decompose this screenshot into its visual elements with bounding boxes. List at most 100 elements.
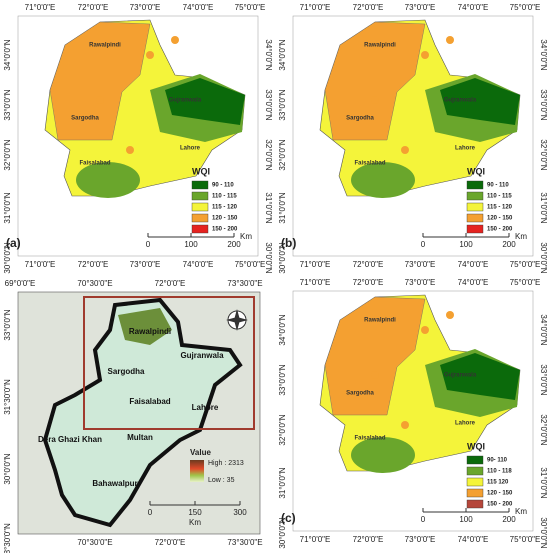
lon-label: 69°0'0"E: [5, 279, 36, 288]
legend-label: 150 - 200: [212, 227, 238, 233]
legend-swatch: [191, 191, 209, 201]
city-label: Faisalabad: [79, 161, 110, 167]
scale-label: 200: [227, 240, 241, 249]
region-darkgreen: [165, 78, 245, 125]
lat-label: 33°0'0"N: [3, 309, 12, 340]
scale-label: 0: [146, 240, 151, 249]
province-outline: [42, 297, 243, 528]
panel-frame: [292, 15, 534, 257]
lon-label: 71°0'0"E: [300, 535, 331, 544]
lat-label: 31°0'0"N: [264, 192, 273, 223]
study-area-map: Rawalpindi Sargodha Gujranwala Faisalabad La…: [3, 279, 262, 553]
lon-label: 73°0'0"E: [130, 260, 161, 269]
scale-label: 200: [502, 515, 516, 524]
lat-label: 31°0'0"N: [278, 467, 287, 498]
legend-title: Value: [190, 448, 211, 457]
legend-swatch: [466, 477, 484, 487]
hotspot: [96, 96, 104, 104]
panel-frame: [292, 290, 534, 532]
study-box: [83, 296, 255, 430]
scale-unit: Km: [189, 518, 201, 527]
legend-swatch: [466, 466, 484, 476]
lat-label: 31°30'0"N: [3, 379, 12, 415]
lon-label: 75°0'0"E: [235, 260, 266, 269]
city-label: Rawalpindi: [364, 318, 396, 324]
lat-label: 33°0'0"N: [539, 364, 548, 395]
city-label: Gujranwala: [444, 98, 477, 104]
lon-label: 73°0'0"E: [130, 3, 161, 12]
legend-title: WQI: [192, 166, 210, 176]
lon-label: 73°0'0"E: [405, 535, 436, 544]
compass-needle: [226, 309, 248, 331]
city-label: Sargodha: [346, 116, 374, 122]
hotspot: [401, 146, 409, 154]
lat-label: 28°30'0"N: [3, 523, 12, 553]
lon-label: 72°0'0"E: [78, 3, 109, 12]
lat-label: 30°0'0"N: [278, 242, 287, 273]
hotspot: [371, 96, 379, 104]
lat-label: 34°0'0"N: [3, 39, 12, 70]
lat-label: 34°0'0"N: [278, 39, 287, 70]
region-darkgreen: [440, 78, 520, 125]
lon-label: 70°30'0"E: [77, 538, 112, 547]
lon-label: 74°0'0"E: [458, 260, 489, 269]
lon-label: 73°0'0"E: [405, 278, 436, 287]
lon-label: 71°0'0"E: [25, 260, 56, 269]
legend-swatch: [466, 488, 484, 498]
hotspot: [126, 146, 134, 154]
legend-label: 120 - 150: [487, 491, 513, 497]
city-label: Rawalpindi: [89, 43, 121, 49]
hotspot: [171, 36, 179, 44]
lon-label: 73°0'0"E: [405, 260, 436, 269]
lon-label: 71°0'0"E: [300, 260, 331, 269]
hotspot: [446, 311, 454, 319]
city-label: Lahore: [455, 421, 476, 427]
region-orange: [324, 296, 426, 416]
lat-label: 34°0'0"N: [539, 314, 548, 345]
region-faisalabad: [76, 162, 140, 198]
legend-high: High : 2313: [208, 460, 244, 467]
highland: [118, 308, 172, 345]
map-panel: 71°0'0"E 71°0'0"E 72°0'0"E 72°0'0"E 73°0'0"E…: [278, 278, 548, 549]
hotspot: [146, 51, 154, 59]
legend-swatch: [466, 499, 484, 509]
lat-label: 34°0'0"N: [264, 39, 273, 70]
lon-label: 72°0'0"E: [155, 538, 186, 547]
city-label: Rawalpindi: [364, 43, 396, 49]
lon-label: 74°0'0"E: [183, 3, 214, 12]
lon-label: 75°0'0"E: [510, 278, 541, 287]
lon-label: 72°0'0"E: [78, 260, 109, 269]
hotspot: [371, 371, 379, 379]
panel-frame: [17, 15, 259, 257]
lon-label: 75°0'0"E: [510, 3, 541, 12]
city-label: Sargodha: [71, 116, 99, 122]
lat-label: 30°0'0"N: [3, 453, 12, 484]
hotspot: [401, 421, 409, 429]
lon-label: 75°0'0"E: [510, 260, 541, 269]
lat-label: 33°0'0"N: [278, 364, 287, 395]
city-label: Bahawalpur: [92, 479, 137, 488]
legend-label: 110 - 115: [487, 194, 512, 200]
hotspot: [446, 36, 454, 44]
lat-label: 30°0'0"N: [539, 517, 548, 548]
lon-label: 72°0'0"E: [353, 260, 384, 269]
lon-label: 71°0'0"E: [300, 3, 331, 12]
scale-label: 100: [459, 240, 473, 249]
lon-label: 71°0'0"E: [25, 3, 56, 12]
lat-label: 32°0'0"N: [539, 414, 548, 445]
map-panel: 71°0'0"E 71°0'0"E 72°0'0"E 72°0'0"E 73°0'0"E…: [278, 3, 548, 274]
lon-label: 74°0'0"E: [183, 260, 214, 269]
legend-label: 110 - 115: [212, 194, 237, 200]
legend-swatch: [466, 202, 484, 212]
city-label: Sargodha: [108, 367, 145, 376]
city-label: Multan: [127, 433, 153, 442]
legend-label: 90 - 110: [487, 183, 509, 189]
scale-label: 0: [148, 508, 153, 517]
legend-label: 90 - 110: [212, 183, 234, 189]
scale-label: 100: [459, 515, 473, 524]
city-label: Faisalabad: [129, 397, 170, 406]
lat-label: 34°0'0"N: [539, 39, 548, 70]
city-label: Faisalabad: [354, 161, 385, 167]
hotspot: [421, 51, 429, 59]
